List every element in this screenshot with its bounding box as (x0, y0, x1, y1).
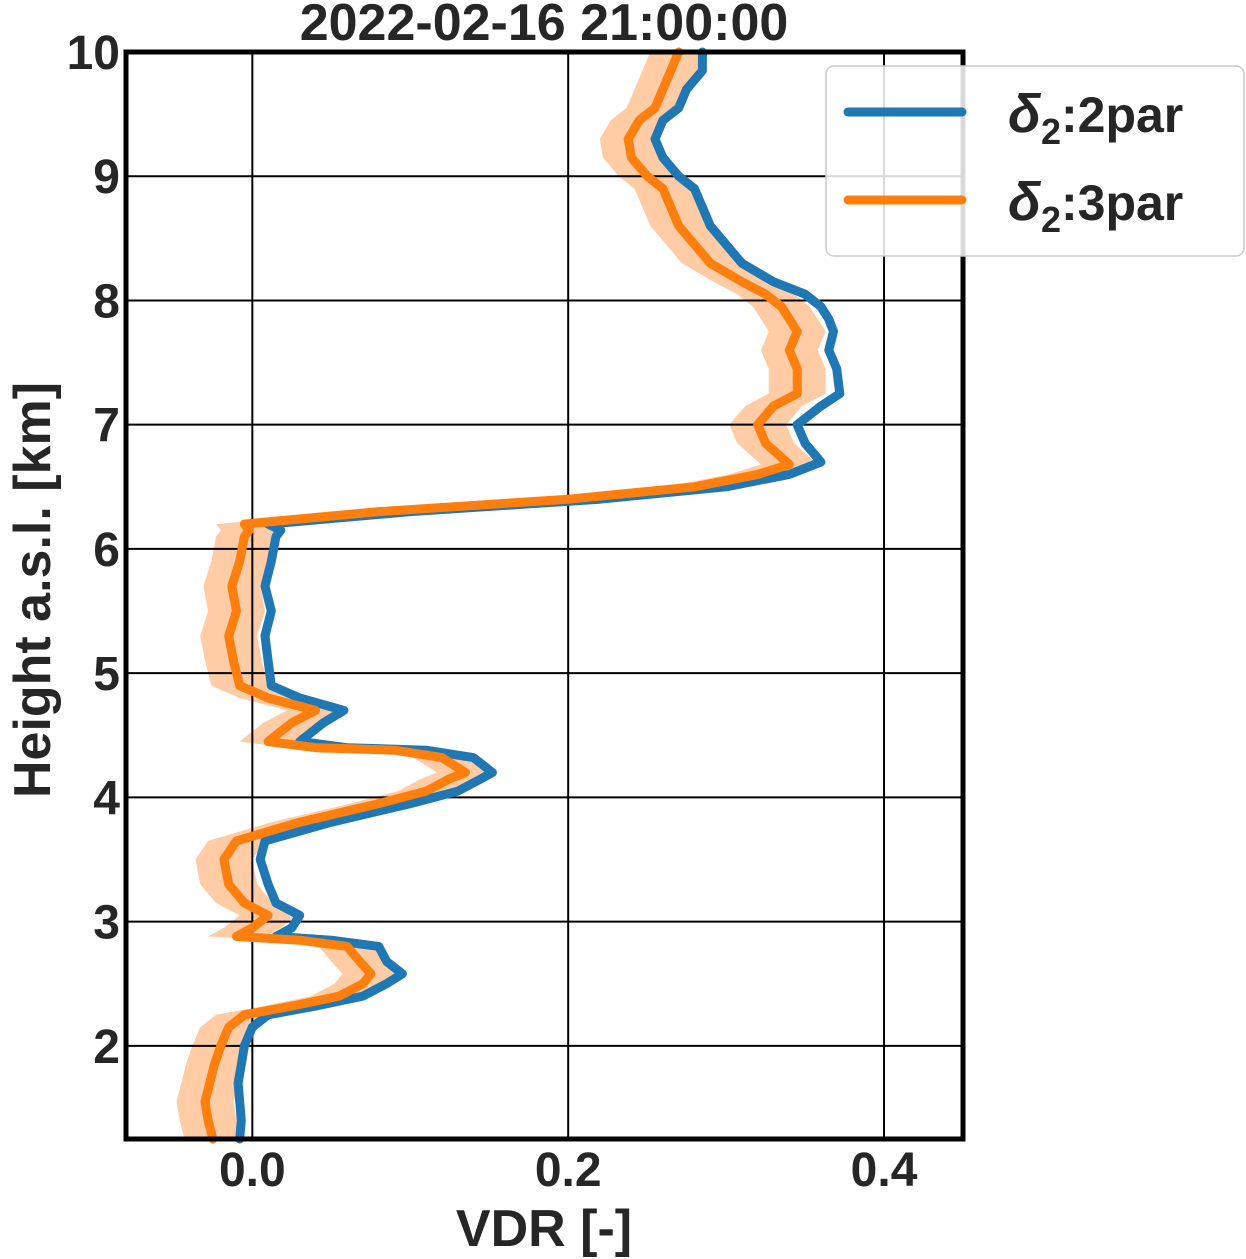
y-tick-label: 3 (93, 897, 120, 950)
y-axis-title: Height a.s.l. [km] (4, 382, 62, 798)
series-line-2par (233, 47, 845, 1144)
y-tick-label: 5 (93, 648, 120, 701)
plot-frame (123, 49, 966, 1142)
x-axis-title: VDR [-] (456, 1200, 632, 1258)
uncertainty-band (176, 52, 826, 1139)
y-tick-labels: 2 3 4 5 6 7 8 9 10 (67, 27, 121, 1074)
legend: δ2:2par δ2:3par (825, 65, 1245, 257)
x-tick-labels: 0.0 0.2 0.4 (219, 1144, 918, 1197)
uncertainty-band-layer (176, 52, 826, 1139)
y-tick-label: 2 (93, 1021, 120, 1074)
legend-entries: δ2:2par δ2:3par (843, 84, 1183, 240)
series-line-3par (200, 47, 802, 1144)
chart-title: 2022-02-16 21:00:00 (300, 0, 789, 52)
y-tick-label: 6 (93, 524, 120, 577)
x-tick-label: 0.2 (535, 1144, 602, 1197)
x-tick-label: 0.4 (851, 1144, 918, 1197)
x-tick-label: 0.0 (219, 1144, 286, 1197)
y-tick-label: 7 (93, 400, 120, 453)
legend-label: δ2:2par (1008, 84, 1183, 152)
y-tick-label: 10 (67, 27, 120, 80)
plot-area (123, 47, 966, 1144)
legend-label: δ2:3par (1008, 172, 1183, 240)
y-tick-label: 9 (93, 151, 120, 204)
y-tick-label: 4 (93, 772, 120, 825)
y-tick-label: 8 (93, 275, 120, 328)
series-line-layer (200, 47, 845, 1144)
